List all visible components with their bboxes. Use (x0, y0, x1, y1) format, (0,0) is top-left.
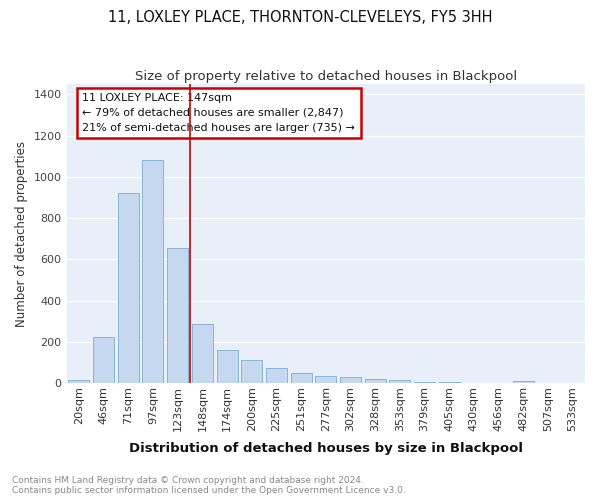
X-axis label: Distribution of detached houses by size in Blackpool: Distribution of detached houses by size … (129, 442, 523, 455)
Text: 11, LOXLEY PLACE, THORNTON-CLEVELEYS, FY5 3HH: 11, LOXLEY PLACE, THORNTON-CLEVELEYS, FY… (108, 10, 492, 25)
Bar (439, 382, 460, 383)
Title: Size of property relative to detached houses in Blackpool: Size of property relative to detached ho… (135, 70, 517, 83)
Text: Contains HM Land Registry data © Crown copyright and database right 2024.
Contai: Contains HM Land Registry data © Crown c… (12, 476, 406, 495)
Bar (68, 380, 89, 383)
Bar (93, 336, 114, 383)
Bar (414, 382, 435, 383)
Bar (365, 380, 386, 383)
Bar (340, 378, 361, 383)
Bar (290, 373, 311, 383)
Bar (266, 368, 287, 383)
Bar (192, 324, 213, 383)
Bar (118, 194, 139, 383)
Bar (217, 350, 238, 383)
Bar (167, 248, 188, 383)
Bar (513, 380, 534, 383)
Y-axis label: Number of detached properties: Number of detached properties (15, 140, 28, 326)
Bar (389, 380, 410, 383)
Text: 11 LOXLEY PLACE: 147sqm
← 79% of detached houses are smaller (2,847)
21% of semi: 11 LOXLEY PLACE: 147sqm ← 79% of detache… (82, 93, 355, 132)
Bar (241, 360, 262, 383)
Bar (142, 160, 163, 383)
Bar (315, 376, 336, 383)
